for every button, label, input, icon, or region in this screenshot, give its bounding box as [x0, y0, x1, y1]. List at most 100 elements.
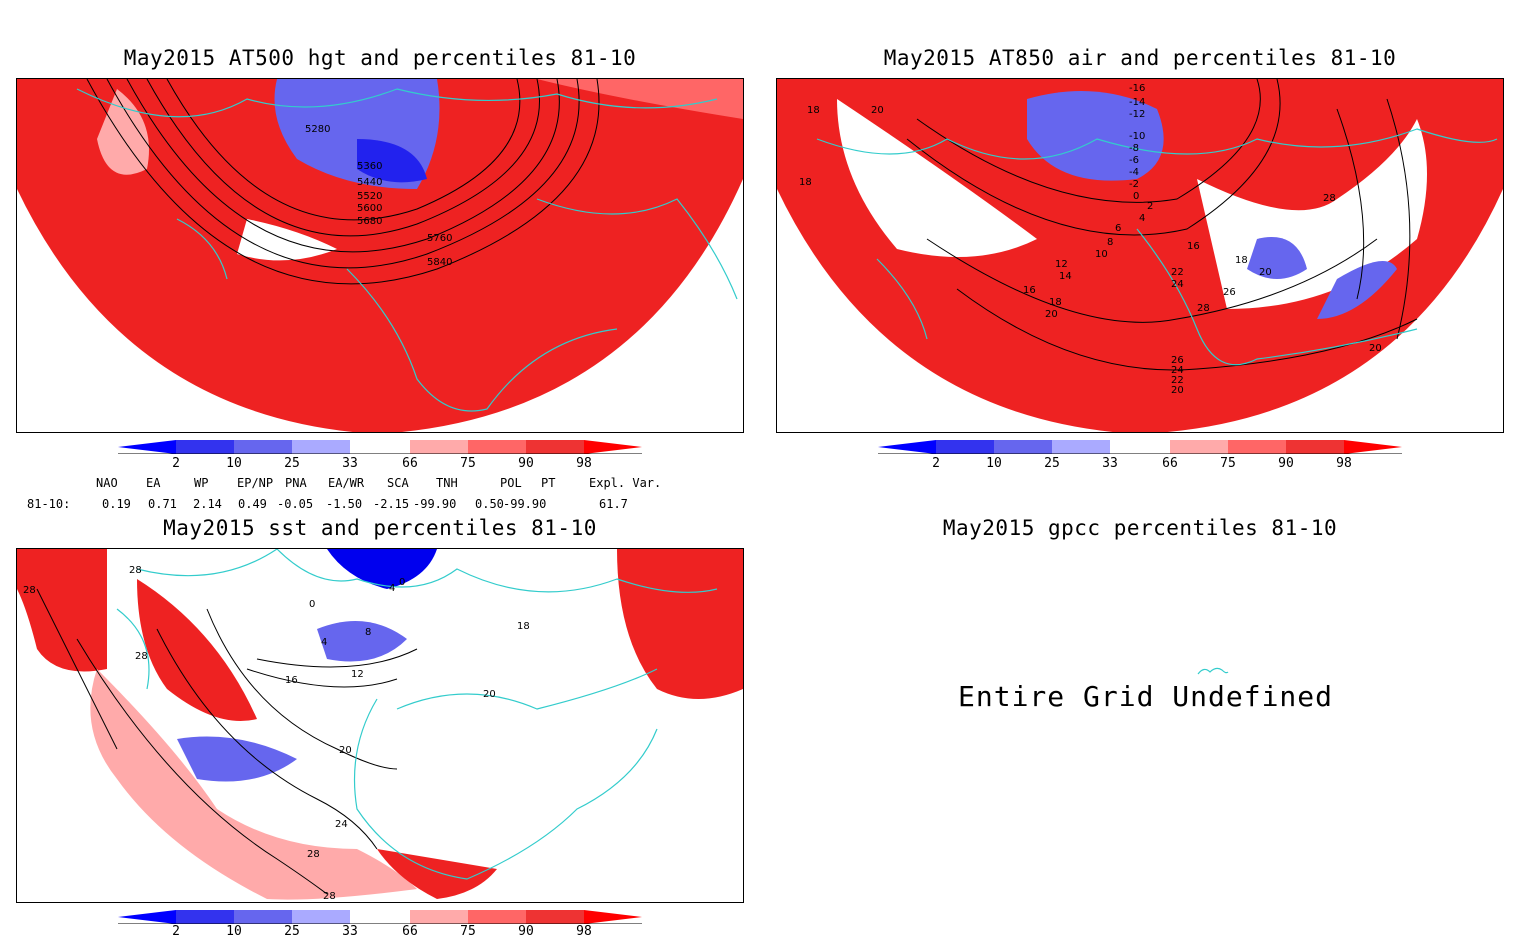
colorbar-tick: 66 [1162, 456, 1178, 471]
contour-label: 18 [1049, 297, 1062, 308]
colorbar-hgt500 [118, 440, 642, 454]
coastlines [76, 88, 738, 412]
contour-label: 26 [1171, 355, 1184, 366]
colorbar-tick: 2 [172, 456, 180, 471]
temperature-contours [906, 79, 1418, 371]
colorbar-tick: 75 [460, 456, 476, 471]
contour-label: 5840 [427, 257, 452, 268]
colorbar-tick: 25 [1044, 456, 1060, 471]
index-value: 2.14 [193, 497, 222, 511]
warm-anomaly-field [17, 79, 743, 432]
warm-anomaly-field [137, 579, 257, 721]
index-header: TNH [436, 476, 458, 490]
contour-label: 5280 [305, 124, 330, 135]
map-hgt500-canvas: 5280 5360 5440 5520 5600 5680 5760 5840 [17, 79, 743, 432]
colorbar-tick: 10 [986, 456, 1002, 471]
contour-label: 18 [1235, 255, 1248, 266]
strong-cold-field [357, 139, 427, 183]
contour-label: -16 [1129, 83, 1145, 94]
index-value: -99.90 [413, 497, 457, 511]
contour-label: -10 [1129, 131, 1145, 142]
contour-label: 20 [1259, 267, 1272, 278]
contour-label: 5760 [427, 233, 452, 244]
index-header: PT [541, 476, 556, 490]
contour-label: 4 [1139, 213, 1145, 224]
contour-label: 5600 [357, 203, 382, 214]
contour-label: 28 [1323, 193, 1336, 204]
index-value: 0.50 [475, 497, 504, 511]
contour-label: 28 [1197, 303, 1210, 314]
colorbar-tick: 66 [402, 456, 418, 471]
contour-label: 16 [1187, 241, 1200, 252]
index-value: 0.49 [238, 497, 267, 511]
contour-label: -14 [1129, 97, 1145, 108]
contour-label: 22 [1171, 267, 1184, 278]
colorbar-tick: 98 [576, 924, 592, 939]
index-value: 0.19 [102, 497, 131, 511]
contour-label: 28 [307, 849, 320, 860]
map-hgt500: 5280 5360 5440 5520 5600 5680 5760 5840 [16, 78, 744, 433]
index-header: PNA [285, 476, 307, 490]
contour-label: 16 [1023, 285, 1036, 296]
indices-row-label: 81-10: [27, 497, 71, 511]
contour-label: 0 [399, 577, 405, 588]
contour-label: 6 [1115, 223, 1121, 234]
weak-warm-field [90, 669, 418, 900]
index-header: EP/NP [237, 476, 274, 490]
contour-label: 28 [23, 585, 36, 596]
contour-label: 14 [1059, 271, 1072, 282]
colorbar-tick: 90 [1278, 456, 1294, 471]
colorbar-tick: 90 [518, 456, 534, 471]
colorbar-tick: 33 [342, 924, 358, 939]
contour-label: 26 [1223, 287, 1236, 298]
contour-label: 28 [323, 891, 336, 902]
map-sst-canvas: 28 28 28 0 0 4 8 4 12 16 20 18 20 24 28 … [17, 549, 743, 902]
index-value: -1.50 [326, 497, 363, 511]
contour-label: 18 [517, 621, 530, 632]
contour-label: 16 [285, 675, 298, 686]
panel-title-sst: May2015 sst and percentiles 81-10 [163, 516, 597, 540]
panel-title-air850: May2015 AT850 air and percentiles 81-10 [883, 46, 1397, 70]
colorbar-tick: 98 [576, 456, 592, 471]
colorbar-tick: 33 [1102, 456, 1118, 471]
height-contours [86, 79, 600, 285]
contour-label: 18 [799, 177, 812, 188]
contour-label: 4 [321, 637, 327, 648]
map-sst: 28 28 28 0 0 4 8 4 12 16 20 18 20 24 28 … [16, 548, 744, 903]
colorbar-sst [118, 910, 642, 924]
contour-label: 12 [351, 669, 364, 680]
warm-anomaly-field [777, 79, 1503, 432]
contour-label: 24 [1171, 365, 1184, 376]
contour-label: -4 [1129, 167, 1139, 178]
colorbar-air850 [878, 440, 1402, 454]
neutral-field [837, 99, 1037, 257]
coastlines [116, 549, 718, 880]
cold-anomaly-field [1027, 91, 1164, 181]
strong-cold-field [327, 549, 437, 589]
index-header: Expl. Var. [589, 476, 662, 490]
contour-label: -8 [1129, 143, 1139, 154]
contour-label: -12 [1129, 109, 1145, 120]
cold-anomaly-field [1247, 237, 1307, 279]
colorbar-tick: 75 [460, 924, 476, 939]
cold-anomaly-field [317, 621, 407, 662]
sst-contours [36, 588, 418, 895]
coastline-fragment [1197, 667, 1229, 675]
index-header: POL [500, 476, 522, 490]
contour-label: 28 [129, 565, 142, 576]
contour-labels: 5280 5360 5440 5520 5600 5680 5760 5840 [305, 124, 452, 268]
contour-labels: 28 28 28 0 0 4 8 4 12 16 20 18 20 24 28 … [23, 565, 530, 902]
colorbar-tick: 2 [172, 924, 180, 939]
warm-anomaly-field [17, 549, 107, 672]
contour-label: 5440 [357, 177, 382, 188]
warm-anomaly-field [377, 849, 497, 899]
index-value: -99.90 [503, 497, 547, 511]
weak-warm-field [97, 89, 149, 175]
contour-label: 20 [1171, 385, 1184, 396]
index-header: WP [194, 476, 209, 490]
colorbar-tick: 25 [284, 924, 300, 939]
contour-label: 24 [335, 819, 348, 830]
contour-label: 8 [365, 627, 371, 638]
colorbar-tick: 2 [932, 456, 940, 471]
contour-label: 5360 [357, 161, 382, 172]
